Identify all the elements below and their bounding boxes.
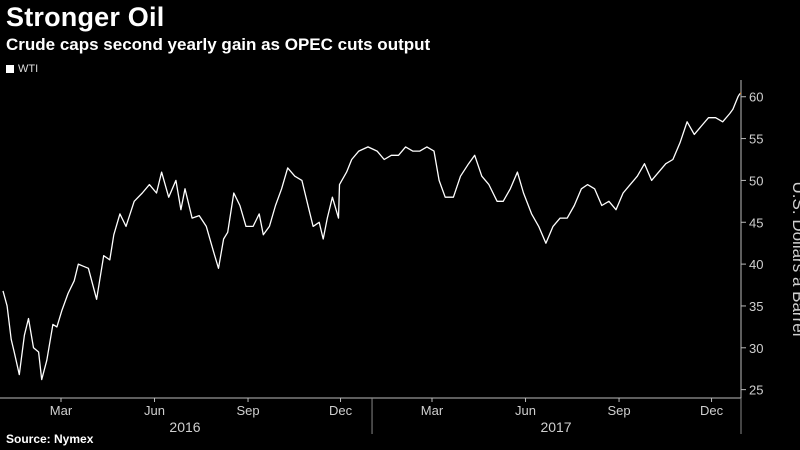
year-label: 2017 — [540, 419, 571, 435]
x-tick-label: Dec — [700, 403, 724, 418]
y-axis-label: U.S. Dollars a Barrel — [789, 182, 800, 337]
x-tick-label: Mar — [421, 403, 444, 418]
series-layer — [2, 92, 741, 381]
y-tick-label: 60 — [749, 90, 763, 105]
y-tick-label: 50 — [749, 173, 763, 188]
x-tick-label: Jun — [144, 403, 165, 418]
x-axis: Mar Jun Sep Dec Mar Jun Sep Dec 2016 2017 — [0, 397, 742, 435]
legend-swatch-wti — [6, 65, 14, 73]
series-line-wti — [2, 93, 741, 381]
y-tick-label: 45 — [749, 215, 763, 230]
y-tick-label: 40 — [749, 257, 763, 272]
year-label: 2016 — [169, 419, 200, 435]
legend: WTI — [6, 63, 38, 75]
x-tick-label: Dec — [329, 403, 353, 418]
legend-label-wti: WTI — [18, 63, 39, 75]
x-tick-label: Jun — [515, 403, 536, 418]
y-tick-label: 30 — [749, 341, 763, 356]
y-tick-label: 35 — [749, 299, 763, 314]
y-tick-label: 25 — [749, 383, 763, 398]
chart-subtitle: Crude caps second yearly gain as OPEC cu… — [6, 35, 431, 54]
x-tick-label: Sep — [607, 403, 630, 418]
x-tick-label: Sep — [236, 403, 259, 418]
x-tick-label: Mar — [50, 403, 73, 418]
y-tick-label: 55 — [749, 132, 763, 147]
source-note: Source: Nymex — [6, 432, 94, 446]
chart-title: Stronger Oil — [6, 2, 165, 32]
y-axis: 25 30 35 40 45 50 55 60 — [740, 80, 763, 398]
